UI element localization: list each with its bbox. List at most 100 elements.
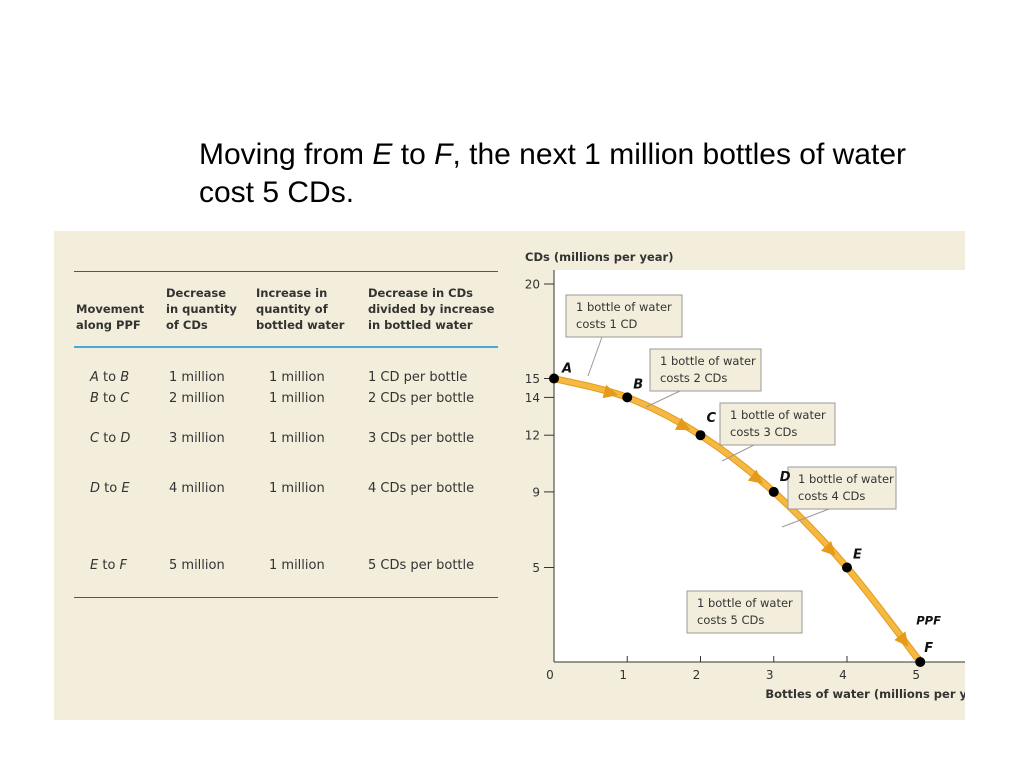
table-top-rule [74,271,498,272]
cost-callout: 1 bottle of water costs 2 CDs [645,348,762,408]
ppf-point-a [549,373,559,384]
table-row-movement: B to C [90,391,129,407]
callout-line2: costs 4 CDs [798,489,865,503]
table-row-decrease: 2 million [169,391,225,406]
callout-box [565,294,683,338]
callout-leader [645,390,681,408]
ppf-point-f [915,657,926,667]
ppf-direction-arrow [894,631,909,647]
table-header-line: in quantity [166,302,237,316]
table-row-decrease: 3 million [169,431,225,446]
y-tick-label: 14 [525,391,540,405]
table-row-increase: 1 million [269,370,325,385]
callout-line2: costs 3 CDs [730,425,797,439]
x-tick-label: 2 [693,668,701,682]
y-tick-label: 5 [532,561,540,575]
table-row-decrease: 4 million [169,481,225,496]
ppf-direction-arrow [747,469,764,484]
ppf-curve-label: PPF [916,614,941,628]
row-to-point: C [120,391,130,406]
table-header-line: Increase in [256,286,328,300]
ppf-point-c [695,430,706,441]
table-row-increase: 1 million [269,481,325,496]
ppf-direction-arrow [820,540,836,556]
callout-box [787,466,897,510]
table-row-increase: 1 million [269,431,325,446]
cost-callout: 1 bottle of water costs 1 CD [565,294,683,377]
ppf-point-b [622,392,633,403]
callout-line1: 1 bottle of water [697,596,793,610]
cost-callout: 1 bottle of water costs 3 CDs [719,402,836,462]
table-row-decrease: 5 million [169,558,225,573]
table-row-movement: C to D [90,431,130,447]
y-axis-title: CDs (millions per year) [525,250,673,264]
row-from-point: C [90,431,100,446]
table-header-line: of CDs [166,318,208,332]
table-row-decrease: 1 million [169,370,225,385]
row-to-word: to [98,391,121,406]
ppf-direction-arrow [674,417,691,431]
table-row-ratio: 3 CDs per bottle [368,431,475,446]
callout-line2: costs 1 CD [576,317,638,331]
table-header-line: along PPF [76,318,141,332]
table-row-movement: E to F [90,558,127,574]
point-label-c: C [707,411,717,426]
callout-leader [781,508,830,528]
callout-box [686,590,803,634]
row-from-point: D [90,481,101,496]
row-to-word: to [98,558,120,573]
callout-leader [721,444,755,462]
x-tick-label: 4 [839,668,847,682]
x-tick-label: 0 [546,668,554,682]
point-label-a: A [561,362,572,377]
table-header-line: Movement [76,302,145,316]
row-to-point: B [120,370,130,385]
table-row-ratio: 4 CDs per bottle [368,481,475,496]
table-header-2: Increase in quantity of bottled water [256,285,344,333]
y-tick-label: 12 [525,429,540,443]
callout-box [649,348,762,392]
row-to-point: E [121,481,130,496]
table-bottom-rule [74,597,498,598]
callout-line1: 1 bottle of water [798,472,894,486]
table-header-line: bottled water [256,318,345,332]
heading-part3: , the next 1 million bottles of water co… [199,138,906,209]
table-header-line: Decrease [166,286,227,300]
row-to-point: D [120,431,131,446]
y-tick-label: 15 [525,372,540,386]
heading-point-e: E [372,138,393,171]
table-header-line: Decrease in CDs [368,286,474,300]
table-row-movement: D to E [90,481,130,497]
point-label-b: B [633,377,643,392]
callout-line2: costs 2 CDs [660,371,727,385]
y-tick-label: 9 [532,485,540,499]
table-row-movement: A to B [90,370,129,386]
table-header-3: Decrease in CDs divided by increase in bot… [368,285,494,333]
point-label-e: E [853,548,862,563]
point-label-d: D [780,470,791,485]
callout-line1: 1 bottle of water [660,354,756,368]
callout-line1: 1 bottle of water [576,300,672,314]
row-from-point: A [90,370,99,385]
table-header-line: quantity of [256,302,328,316]
cost-callout: 1 bottle of water costs 5 CDs [686,590,803,634]
ppf-chart: 59121415200123456CDs (millions per year)… [525,250,965,701]
x-tick-label: 3 [766,668,774,682]
row-to-word: to [100,481,122,496]
heading-part1: Moving from [199,138,373,171]
table-row-ratio: 5 CDs per bottle [368,558,475,573]
callout-leader [587,336,603,377]
y-tick-label: 20 [525,278,540,292]
cost-callout: 1 bottle of water costs 4 CDs [781,466,897,528]
x-tick-label: 1 [619,668,627,682]
callout-box [719,402,836,446]
heading-point-f: F [434,138,453,171]
table-header-line: in bottled water [368,318,473,332]
callout-line1: 1 bottle of water [730,408,826,422]
row-from-point: E [90,558,99,573]
point-label-f: F [924,641,933,656]
row-from-point: B [90,391,99,406]
table-row-increase: 1 million [269,391,325,406]
callout-line2: costs 5 CDs [697,613,764,627]
table-row-ratio: 2 CDs per bottle [368,391,475,406]
